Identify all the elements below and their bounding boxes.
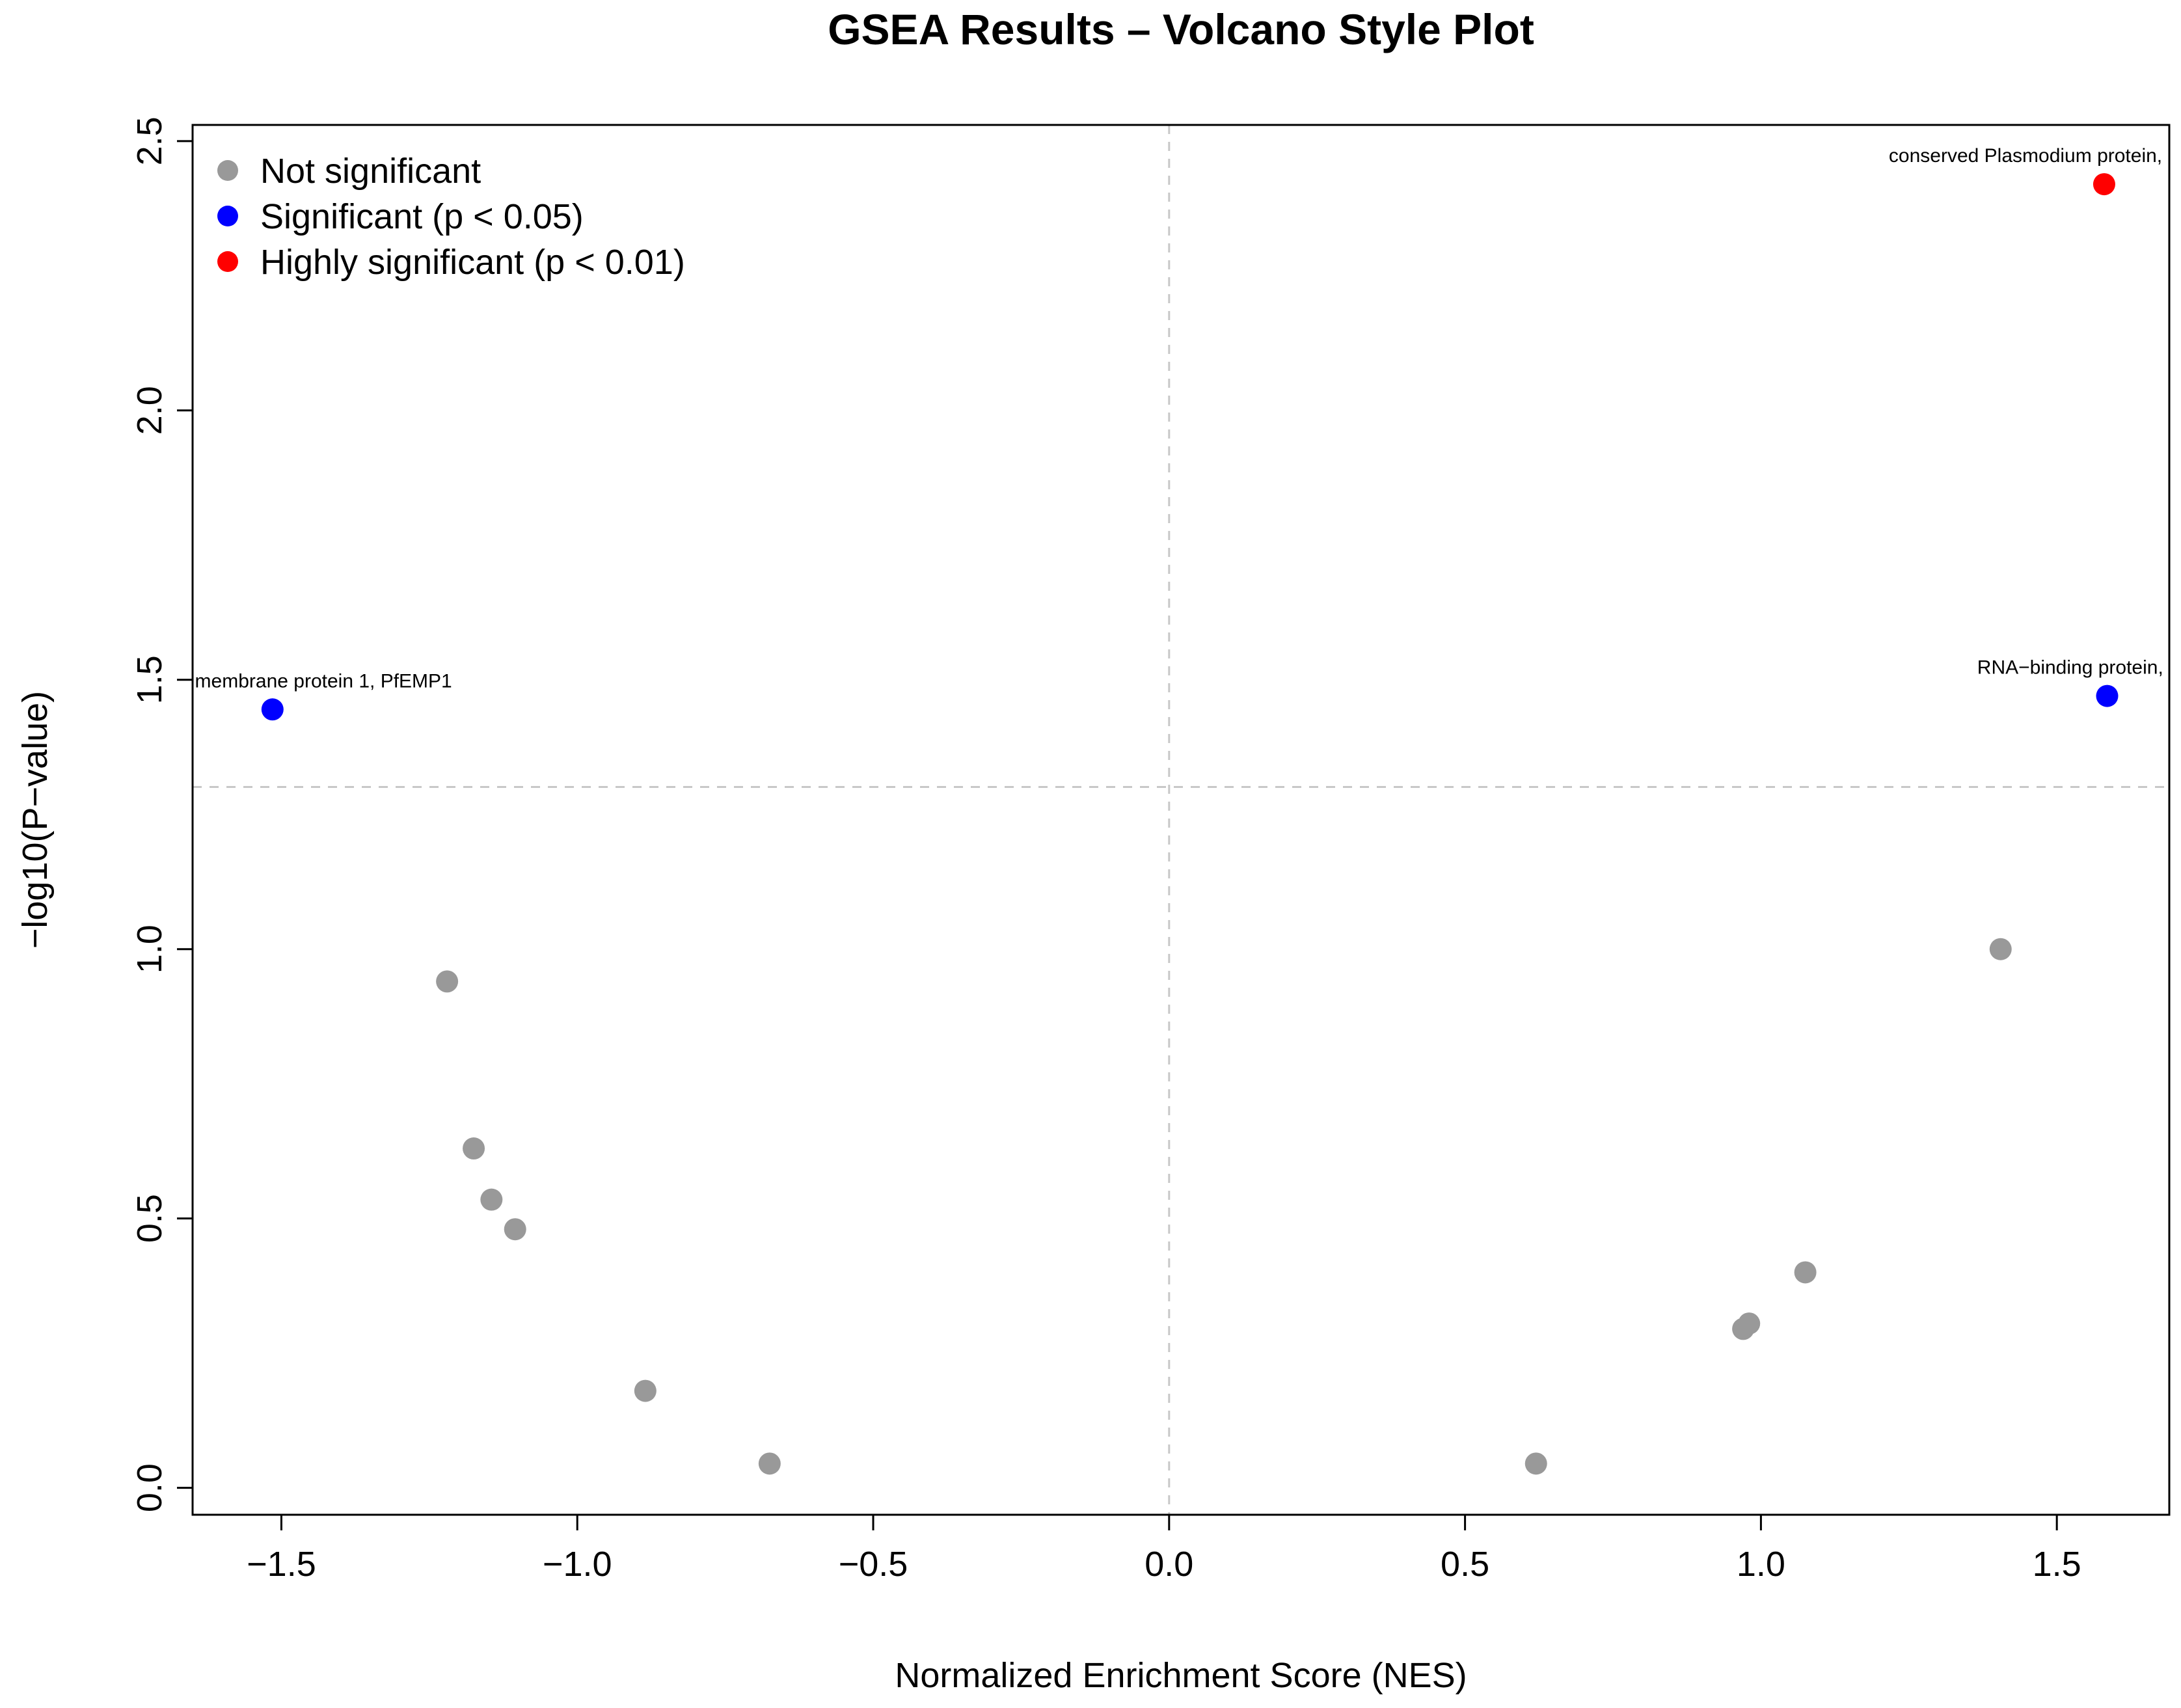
x-tick-label: −1.0 (543, 1545, 612, 1584)
data-points (261, 173, 2119, 1475)
data-point (480, 1188, 503, 1211)
data-point (261, 698, 284, 721)
data-point (463, 1137, 485, 1160)
data-point (634, 1379, 657, 1402)
x-tick-label: 1.5 (2033, 1545, 2081, 1584)
legend-label: Significant (p < 0.05) (260, 197, 584, 236)
x-tick-label: −1.5 (247, 1545, 316, 1584)
data-point (1524, 1452, 1547, 1475)
legend-label: Not significant (260, 152, 481, 191)
y-tick-label: 2.0 (130, 386, 169, 435)
reference-lines (193, 125, 2169, 1515)
x-tick-label: −0.5 (839, 1545, 908, 1584)
data-point (436, 970, 459, 993)
x-axis: −1.5 −1.0 −0.5 0.0 0.5 1.0 1.5 (247, 1513, 2081, 1584)
data-point (2093, 173, 2115, 196)
point-label: RNA−binding protein, putative (1977, 657, 2181, 679)
y-tick-label: 0.0 (130, 1463, 169, 1512)
x-tick-label: 0.5 (1441, 1545, 1489, 1584)
data-point (504, 1218, 526, 1241)
point-label: erythrocyte membrane protein 1, PfEMP1 (93, 670, 452, 692)
y-tick-label: 1.5 (130, 655, 169, 704)
chart-title: GSEA Results – Volcano Style Plot (828, 5, 1534, 53)
legend: Not significant Significant (p < 0.05) Hig… (217, 152, 685, 282)
legend-marker (217, 160, 238, 181)
legend-label: Highly significant (p < 0.01) (260, 243, 685, 282)
data-point (758, 1452, 781, 1475)
data-point (2096, 685, 2119, 707)
legend-marker (217, 206, 238, 226)
x-tick-label: 0.0 (1145, 1545, 1193, 1584)
y-axis-label: −log10(P−value) (16, 691, 55, 949)
x-axis-label: Normalized Enrichment Score (NES) (895, 1656, 1467, 1695)
y-tick-label: 1.0 (130, 925, 169, 973)
point-labels: erythrocyte membrane protein 1, PfEMP1 RN… (93, 145, 2181, 692)
x-tick-label: 1.0 (1737, 1545, 1785, 1584)
y-axis: 0.0 0.5 1.0 1.5 2.0 2.5 (130, 116, 194, 1512)
y-tick-label: 0.5 (130, 1194, 169, 1243)
data-point (1738, 1312, 1761, 1335)
y-tick-label: 2.5 (130, 116, 169, 165)
plot-frame (191, 124, 2171, 1516)
legend-marker (217, 251, 238, 272)
data-point (1794, 1261, 1817, 1284)
point-label: conserved Plasmodium protein, unknown fu… (1889, 145, 2181, 167)
data-point (1989, 938, 2012, 960)
